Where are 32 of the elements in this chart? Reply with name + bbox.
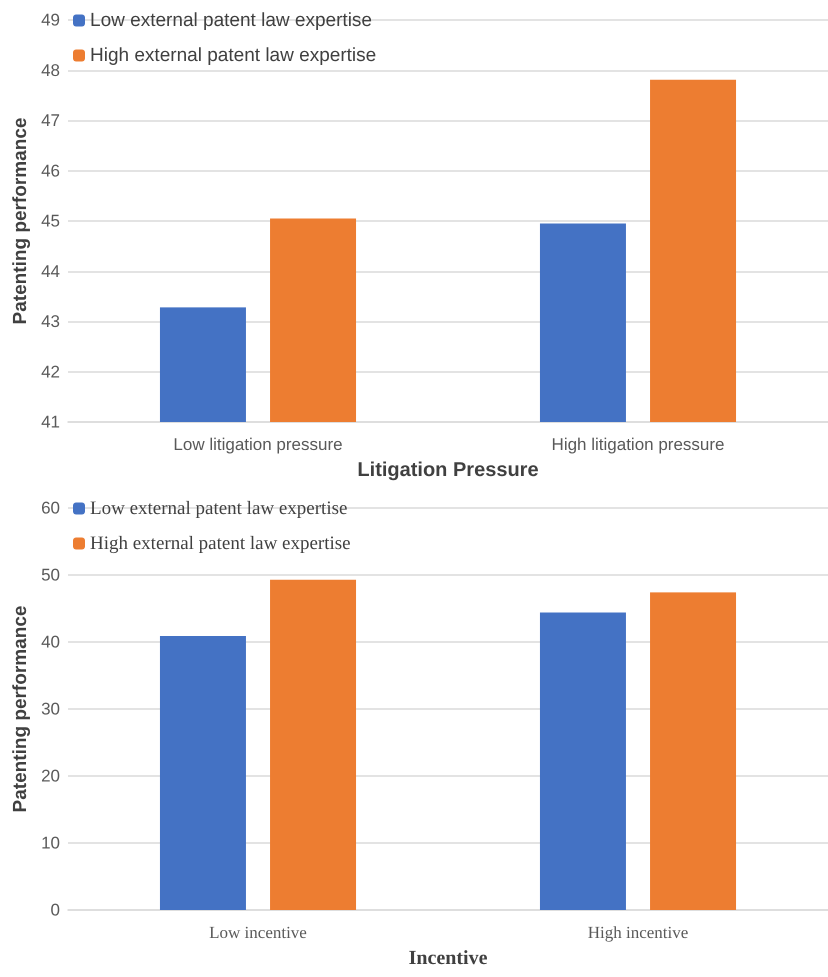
- bar: [540, 612, 626, 910]
- y-tick-label: 10: [41, 834, 60, 852]
- legend-label: High external patent law expertise: [90, 533, 351, 554]
- legend-label: Low external patent law expertise: [90, 498, 348, 519]
- legend-label: Low external patent law expertise: [90, 10, 372, 31]
- y-tick-label: 43: [41, 312, 60, 331]
- x-tick-label: High incentive: [588, 923, 688, 942]
- y-tick-label: 50: [41, 566, 60, 584]
- y-tick-label: 44: [41, 262, 60, 281]
- y-tick-label: 40: [41, 632, 60, 652]
- y-axis-title: Patenting performance: [10, 118, 32, 324]
- y-tick-label: 20: [41, 766, 60, 786]
- y-tick-label: 42: [41, 362, 60, 382]
- y-tick-label: 48: [41, 60, 60, 80]
- x-tick-label: Low incentive: [209, 923, 307, 942]
- bar: [160, 636, 246, 910]
- y-axis-title: Patenting performance: [10, 606, 32, 812]
- y-tick-label: 30: [41, 700, 60, 718]
- y-tick-label: 0: [50, 900, 60, 920]
- y-tick-label: 41: [41, 412, 60, 432]
- legend-label: High external patent law expertise: [90, 45, 376, 66]
- y-tick-label: 60: [41, 498, 60, 518]
- x-axis-title: Litigation Pressure: [357, 459, 539, 481]
- y-tick-label: 47: [41, 111, 60, 130]
- bar: [270, 580, 356, 910]
- x-tick-label: High litigation pressure: [552, 435, 724, 454]
- y-tick-label: 45: [41, 212, 60, 230]
- x-tick-label: Low litigation pressure: [173, 435, 343, 454]
- bar: [650, 592, 736, 910]
- y-tick-label: 46: [41, 161, 60, 180]
- y-tick-label: 49: [41, 10, 60, 30]
- x-axis-title: Incentive: [408, 947, 488, 969]
